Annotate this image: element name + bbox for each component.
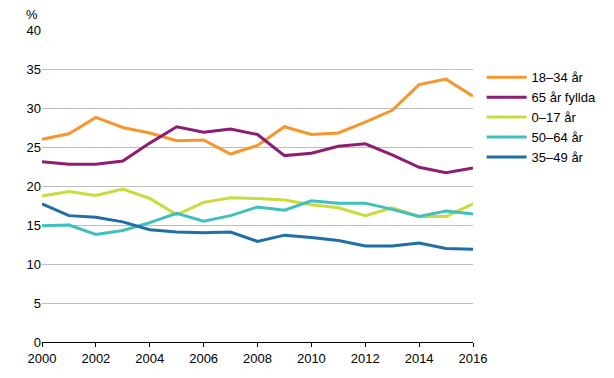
svg-text:0–17 år: 0–17 år — [532, 110, 577, 125]
svg-text:2014: 2014 — [405, 351, 434, 366]
svg-text:30: 30 — [27, 101, 41, 116]
svg-text:2008: 2008 — [243, 351, 272, 366]
svg-text:50–64 år: 50–64 år — [532, 130, 584, 145]
svg-text:20: 20 — [27, 179, 41, 194]
svg-text:18–34 år: 18–34 år — [532, 70, 584, 85]
svg-text:2010: 2010 — [297, 351, 326, 366]
svg-text:35–49 år: 35–49 år — [532, 150, 584, 165]
svg-text:2004: 2004 — [135, 351, 164, 366]
svg-text:25: 25 — [27, 140, 41, 155]
svg-text:40: 40 — [27, 23, 41, 38]
svg-text:5: 5 — [34, 296, 41, 311]
svg-text:2016: 2016 — [459, 351, 488, 366]
svg-text:15: 15 — [27, 218, 41, 233]
svg-text:2012: 2012 — [351, 351, 380, 366]
svg-text:2000: 2000 — [28, 351, 57, 366]
svg-text:0: 0 — [34, 335, 41, 350]
svg-text:65 år fyllda: 65 år fyllda — [532, 90, 596, 105]
svg-text:10: 10 — [27, 257, 41, 272]
svg-text:2002: 2002 — [81, 351, 110, 366]
svg-text:35: 35 — [27, 62, 41, 77]
svg-text:%: % — [26, 7, 38, 22]
svg-text:2006: 2006 — [189, 351, 218, 366]
